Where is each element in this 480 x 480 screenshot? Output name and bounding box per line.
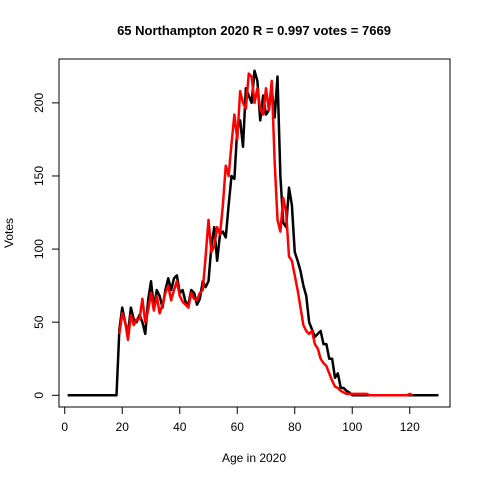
y-tick-label: 100 — [32, 239, 46, 259]
x-tick-label: 120 — [400, 420, 420, 434]
x-tick-label: 60 — [231, 420, 245, 434]
chart-title: 65 Northampton 2020 R = 0.997 votes = 76… — [117, 23, 391, 38]
y-tick-label: 50 — [32, 315, 46, 329]
y-tick-label: 0 — [32, 392, 46, 399]
x-axis: 0 20 40 60 80 100 120 — [61, 406, 420, 434]
x-tick-label: 0 — [61, 420, 68, 434]
y-axis: 0 50 100 150 200 — [32, 93, 60, 399]
x-tick-label: 20 — [116, 420, 130, 434]
x-tick-label: 40 — [173, 420, 187, 434]
x-tick-label: 80 — [288, 420, 302, 434]
series-line-1 — [67, 69, 439, 397]
y-tick-label: 150 — [32, 166, 46, 186]
series-line-2 — [118, 72, 414, 397]
y-axis-label: Votes — [2, 218, 16, 248]
x-axis-label: Age in 2020 — [222, 451, 286, 465]
series-layer — [67, 69, 439, 397]
y-tick-label: 200 — [32, 93, 46, 113]
x-tick-label: 100 — [342, 420, 362, 434]
